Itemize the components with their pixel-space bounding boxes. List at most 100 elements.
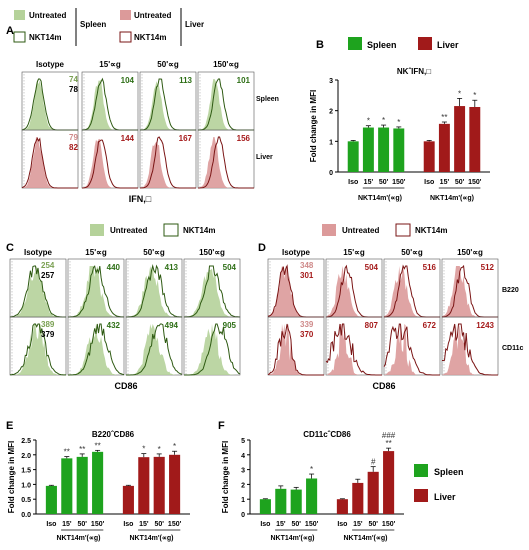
legend-a-spleen-label: Spleen bbox=[80, 20, 106, 29]
panel-d-x-label: CD86 bbox=[372, 381, 395, 391]
panel-a-liver-2-untreated-histogram bbox=[140, 141, 196, 188]
panel-c-row1-3-untreated-histogram bbox=[184, 268, 240, 317]
legend-c-untreated-swatch bbox=[90, 224, 104, 236]
x-tick-label: 150' bbox=[168, 521, 182, 528]
panel-d-column-header: 15'∝g bbox=[343, 248, 365, 257]
legend-ef-liver-swatch bbox=[414, 489, 428, 502]
legend-a-liver-treated-swatch bbox=[119, 31, 132, 43]
panel-c-row1-0-treated-histogram bbox=[9, 265, 66, 318]
bar-chart-f: F CD11cˆCD86 Fold change in MFI 0 1 2 3 4 5 Iso 15… bbox=[218, 420, 404, 542]
bar bbox=[469, 106, 481, 172]
bar bbox=[378, 127, 390, 172]
significance-mark: * bbox=[173, 442, 176, 451]
bar bbox=[362, 127, 374, 172]
panel-a-column-header: 15'∝g bbox=[99, 60, 121, 69]
legend-a-untreated-label: Untreated bbox=[29, 11, 66, 20]
group-label: NKT14m'(∝g) bbox=[271, 535, 315, 542]
bar bbox=[347, 141, 359, 172]
panel-d-row2-1-untreated-histogram bbox=[326, 324, 382, 375]
y-tick-label: 2.0 bbox=[21, 453, 31, 460]
x-tick-label: 15' bbox=[364, 179, 374, 186]
legend-a-liver-treated-label: NKT14m bbox=[134, 33, 166, 42]
significance-mark: * bbox=[458, 89, 461, 98]
x-tick-label: 50' bbox=[368, 521, 378, 528]
bar bbox=[306, 478, 318, 514]
panel-a-number: 156 bbox=[237, 134, 251, 143]
y-tick-label: 0.5 bbox=[21, 497, 31, 504]
x-tick-label: 50' bbox=[154, 521, 164, 528]
legend-ef-liver-label: Liver bbox=[434, 492, 456, 502]
y-tick-label: 1 bbox=[241, 497, 245, 504]
panel-d-column-header: Isotype bbox=[282, 248, 311, 257]
legend-a-treated-label: NKT14m bbox=[29, 33, 61, 42]
bar bbox=[423, 141, 435, 172]
panel-letter-b: B bbox=[316, 39, 324, 51]
legend-d-treated-swatch bbox=[395, 223, 411, 237]
panel-c-number: 413 bbox=[165, 263, 179, 272]
panel-d-row2-3-untreated-histogram bbox=[442, 324, 498, 375]
y-tick-label: 1.0 bbox=[21, 482, 31, 489]
panel-d-column-header: 150'∝g bbox=[457, 248, 483, 257]
panel-a-row-label-spleen: Spleen bbox=[256, 96, 279, 103]
panel-a-column-header: 150'∝g bbox=[213, 60, 239, 69]
significance-mark: * bbox=[473, 91, 476, 100]
y-tick-label: 2 bbox=[329, 109, 333, 116]
bar bbox=[92, 451, 104, 514]
x-tick-label: 50' bbox=[291, 521, 301, 528]
panel-d-row1-2-untreated-histogram bbox=[384, 266, 440, 317]
chart-title: B220ˆCD86 bbox=[92, 430, 135, 439]
y-tick-label: 1 bbox=[329, 139, 333, 146]
panel-c-column-header: Isotype bbox=[24, 248, 53, 257]
bar bbox=[454, 106, 466, 172]
panel-a-liver-2-treated-histogram bbox=[139, 136, 196, 189]
bar bbox=[290, 489, 302, 514]
panel-c-row2-3-untreated-histogram bbox=[184, 324, 240, 375]
panel-c-number: 440 bbox=[107, 263, 121, 272]
panel-a-liver-0-treated-histogram bbox=[21, 136, 78, 189]
x-tick-label: 15' bbox=[139, 521, 149, 528]
bar bbox=[122, 485, 134, 514]
legend-c-treated-swatch bbox=[163, 223, 179, 237]
panel-c-column-header: 150'∝g bbox=[199, 248, 225, 257]
bar bbox=[393, 128, 405, 172]
significance-mark: ** bbox=[64, 448, 70, 457]
bar-chart-e: E B220ˆCD86 Fold change in MFI 0.0 0.5 1.0 1.5… bbox=[6, 420, 190, 542]
panel-a-number: 113 bbox=[179, 76, 192, 85]
panel-c-row1-0-untreated-histogram bbox=[10, 266, 66, 317]
group-label: NKT14m'(∝g) bbox=[130, 535, 174, 542]
panel-a-row-label-liver: Liver bbox=[256, 154, 273, 161]
y-tick-label: 1.5 bbox=[21, 468, 31, 475]
panel-a-liver-1-treated-histogram bbox=[81, 139, 138, 189]
panel-letter-c: C bbox=[6, 242, 14, 254]
bar bbox=[259, 499, 271, 514]
x-tick-label: 150' bbox=[91, 521, 105, 528]
group-label: NKT14m'(∝g) bbox=[344, 535, 388, 542]
panel-d-number: 516 bbox=[423, 263, 437, 272]
legend-d-untreated-label: Untreated bbox=[342, 226, 379, 235]
panel-a-number: 82 bbox=[69, 143, 78, 152]
x-tick-label: Iso bbox=[46, 521, 56, 528]
x-tick-label: 15' bbox=[440, 179, 450, 186]
x-tick-label: Iso bbox=[348, 179, 358, 186]
legend-d-treated-label: NKT14m bbox=[415, 226, 447, 235]
bar bbox=[275, 488, 287, 514]
legend-c-untreated-label: Untreated bbox=[110, 226, 147, 235]
panel-a-column-header: Isotype bbox=[36, 60, 65, 69]
panel-d-row2-1-treated-histogram bbox=[325, 323, 382, 376]
x-tick-label: 150' bbox=[382, 521, 396, 528]
bar bbox=[153, 456, 165, 514]
bar bbox=[138, 457, 150, 514]
legend-a-untreated-swatch bbox=[14, 10, 25, 20]
panel-letter-d: D bbox=[258, 242, 266, 254]
significance-mark: ** bbox=[94, 441, 100, 450]
panel-c-x-label: CD86 bbox=[114, 381, 137, 391]
y-tick-label: 3 bbox=[241, 468, 245, 475]
panel-d-row1-3-untreated-histogram bbox=[442, 266, 498, 317]
panel-letter-f: F bbox=[218, 420, 225, 432]
y-tick-label: 4 bbox=[241, 453, 245, 460]
bar bbox=[367, 471, 379, 514]
panel-letter-a: A bbox=[6, 25, 14, 37]
legend-b-liver-label: Liver bbox=[437, 40, 459, 50]
group-label: NKT14m'(∝g) bbox=[358, 195, 402, 202]
